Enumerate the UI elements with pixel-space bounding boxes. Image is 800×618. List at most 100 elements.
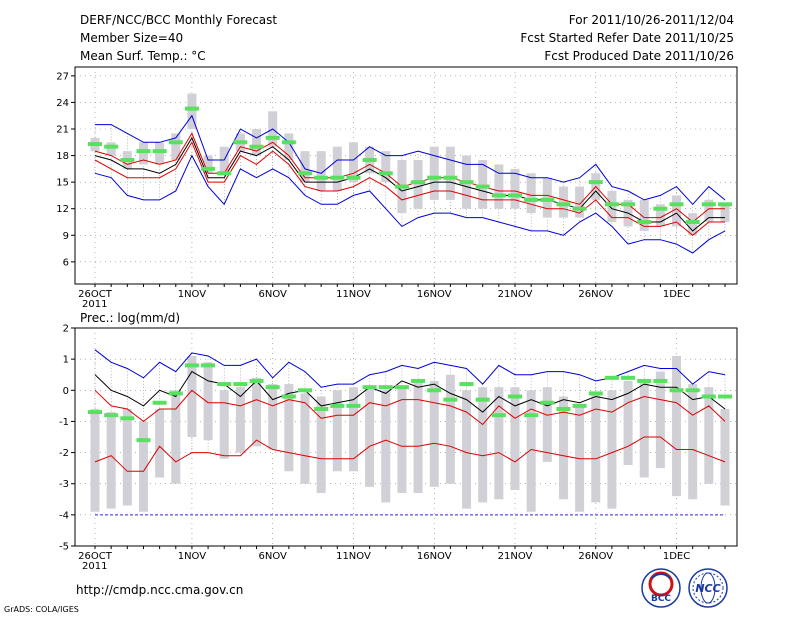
temp-ytick-label: 21 xyxy=(56,125,69,136)
temp-observed-marker xyxy=(540,197,555,202)
prec-observed-marker xyxy=(701,394,716,399)
temp-box xyxy=(688,213,698,236)
prec-ytick-label: -2 xyxy=(59,448,69,459)
prec-observed-marker xyxy=(475,397,490,402)
grads-credit: GrADS: COLA/IGES xyxy=(4,605,79,614)
temp-observed-marker xyxy=(201,166,216,171)
temp-xtick-label: 1DEC xyxy=(663,289,690,300)
prec-observed-marker xyxy=(120,416,135,421)
temp-observed-marker xyxy=(637,220,652,224)
temp-observed-marker xyxy=(362,158,377,162)
temp-box xyxy=(542,177,552,218)
prec-xtick-label: 21NOV xyxy=(498,551,533,562)
prec-observed-marker xyxy=(330,403,345,408)
temp-ytick-label: 9 xyxy=(63,231,69,242)
prec-box xyxy=(478,387,488,503)
temp-box xyxy=(252,129,262,156)
prec-box xyxy=(639,380,649,478)
prec-observed-marker xyxy=(168,391,183,396)
temp-series-mean xyxy=(94,136,725,232)
temp-box xyxy=(203,155,213,174)
temp-series-p16 xyxy=(94,141,725,236)
temperature-panel: 6 9 12 15 18 21 24 27 26OCT 1NOV 6NOV 11NOV 16NOV 21N… xyxy=(56,66,738,310)
prec-observed-marker xyxy=(459,382,474,387)
prec-xtick-label: 6NOV xyxy=(258,551,287,562)
prec-box xyxy=(510,387,520,490)
temp-frame xyxy=(74,66,738,285)
temp-box xyxy=(155,142,165,165)
temp-year-label: 2011 xyxy=(82,299,107,310)
temp-box xyxy=(284,133,294,160)
prec-observed-marker xyxy=(540,400,555,405)
prec-observed-marker xyxy=(217,382,232,387)
prec-box xyxy=(462,390,472,509)
ncc-logo: NCC xyxy=(688,568,728,608)
temp-observed-marker xyxy=(572,206,587,211)
temp-box xyxy=(607,191,617,222)
prec-box xyxy=(219,390,229,459)
prec-box xyxy=(397,387,407,494)
variable-label-prec: Prec.: log(mm/d) xyxy=(80,311,180,325)
prec-observed-marker xyxy=(685,388,700,393)
temp-observed-marker xyxy=(491,193,506,198)
prec-series-inner xyxy=(94,389,726,426)
prec-box xyxy=(704,387,714,484)
temp-box xyxy=(655,204,665,227)
prec-observed-marker xyxy=(136,438,151,443)
bcc-logo-text: BCC xyxy=(651,594,671,604)
temp-xtick-label: 26NOV xyxy=(578,289,613,300)
prec-observed-marker xyxy=(233,382,248,387)
prec-box xyxy=(591,393,601,503)
prec-ytick-label: -4 xyxy=(59,510,69,521)
member-size: Member Size=40 xyxy=(80,31,184,45)
temp-box xyxy=(672,195,682,227)
prec-box xyxy=(122,408,132,506)
temp-xtick-label: 26OCT xyxy=(78,289,113,300)
prec-observed-marker xyxy=(556,406,571,411)
temp-observed-marker xyxy=(281,140,296,145)
prec-observed-marker xyxy=(508,394,522,399)
prec-observed-marker xyxy=(572,403,587,408)
prec-observed-marker xyxy=(88,410,102,415)
temp-box xyxy=(478,160,488,209)
bcc-logo: BCC xyxy=(641,568,681,608)
source-url[interactable]: http://cmdp.ncc.cma.gov.cn xyxy=(76,583,244,597)
prec-xtick-label: 1NOV xyxy=(178,551,207,562)
prec-observed-marker xyxy=(411,378,426,383)
prec-box xyxy=(526,390,536,512)
temp-box xyxy=(413,160,423,209)
prec-observed-marker xyxy=(249,378,264,383)
temp-box xyxy=(300,151,310,183)
prec-box xyxy=(623,380,633,466)
temp-box xyxy=(187,93,197,129)
temp-series-min xyxy=(94,154,726,254)
temp-observed-marker xyxy=(718,202,732,207)
prec-box xyxy=(607,390,617,509)
temp-observed-marker xyxy=(104,144,119,149)
temp-box xyxy=(316,151,326,191)
logos: BCC NCC xyxy=(641,568,728,608)
temp-ytick-label: 24 xyxy=(56,98,69,109)
prec-box xyxy=(494,387,504,500)
temp-box xyxy=(558,186,568,218)
prec-series-mean xyxy=(94,370,726,413)
prec-series-max xyxy=(94,349,726,388)
temp-observed-marker xyxy=(120,158,135,162)
prec-observed-marker xyxy=(718,394,732,399)
prec-box xyxy=(106,412,116,509)
prec-box xyxy=(688,384,698,500)
temp-box xyxy=(445,146,455,200)
prec-box xyxy=(171,390,181,484)
prec-box xyxy=(558,396,568,500)
prec-box xyxy=(316,396,326,494)
temp-series-p84 xyxy=(94,132,725,223)
temp-xtick-label: 11NOV xyxy=(336,289,371,300)
temp-observed-marker xyxy=(184,106,199,111)
temp-observed-marker xyxy=(685,220,700,224)
temp-box xyxy=(526,173,536,214)
temp-xtick-label: 1NOV xyxy=(178,289,207,300)
prec-observed-marker xyxy=(524,413,539,418)
temp-box xyxy=(348,142,358,183)
temp-xtick-label: 16NOV xyxy=(417,289,452,300)
prec-observed-marker xyxy=(491,413,506,418)
